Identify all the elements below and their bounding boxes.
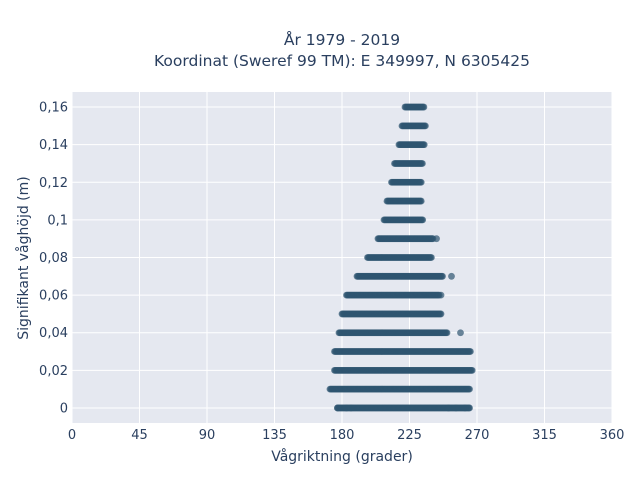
outlier-point	[457, 329, 464, 337]
chart-title-line-1: År 1979 - 2019	[284, 30, 400, 49]
y-axis-label: Signifikant våghöjd (m)	[15, 176, 32, 339]
x-tick-label: 270	[465, 428, 490, 443]
data-point	[419, 216, 427, 224]
y-axis-ticks: 0 0,02 0,04 0,06 0,08 0,1 0,12 0,14 0,16	[39, 101, 68, 417]
data-point	[422, 122, 429, 130]
data-point	[417, 178, 425, 186]
outlier-point	[448, 272, 455, 280]
y-tick-label: 0,1	[47, 213, 68, 228]
outlier-point	[452, 404, 460, 412]
y-tick-label: 0,04	[39, 326, 68, 341]
outlier-point	[437, 291, 445, 299]
x-tick-label: 360	[600, 428, 625, 443]
y-tick-label: 0,12	[39, 176, 68, 191]
x-axis-ticks: 0 45 90 135 180 225 270 315 360	[68, 428, 625, 443]
outlier-point	[466, 404, 473, 412]
outlier-point	[433, 235, 440, 243]
data-point	[439, 272, 446, 280]
x-tick-label: 90	[199, 428, 216, 443]
outlier-point	[334, 404, 341, 412]
x-tick-label: 315	[532, 428, 557, 443]
y-tick-label: 0,06	[39, 289, 68, 304]
y-tick-label: 0,08	[39, 251, 68, 266]
x-axis-label: Vågriktning (grader)	[271, 448, 413, 465]
x-tick-label: 180	[330, 428, 355, 443]
data-point	[420, 103, 428, 111]
data-point	[443, 329, 451, 337]
outlier-point	[347, 404, 355, 412]
y-tick-label: 0,02	[39, 364, 68, 379]
data-point	[420, 141, 428, 149]
y-tick-label: 0,14	[39, 138, 68, 153]
data-point	[419, 160, 426, 167]
chart-title-line-2: Koordinat (Sweref 99 TM): E 349997, N 63…	[154, 52, 530, 70]
y-tick-label: 0	[60, 401, 68, 416]
x-tick-label: 45	[131, 428, 148, 443]
x-tick-label: 225	[397, 428, 422, 443]
data-point	[466, 385, 473, 393]
data-point	[468, 366, 476, 374]
outlier-point	[445, 404, 452, 412]
y-tick-label: 0,16	[39, 101, 68, 116]
data-point	[437, 310, 445, 318]
data-point	[467, 348, 474, 355]
x-tick-label: 0	[68, 428, 76, 443]
data-point	[428, 254, 435, 261]
data-point	[417, 197, 425, 205]
data-points	[326, 103, 476, 412]
x-tick-label: 135	[262, 428, 287, 443]
